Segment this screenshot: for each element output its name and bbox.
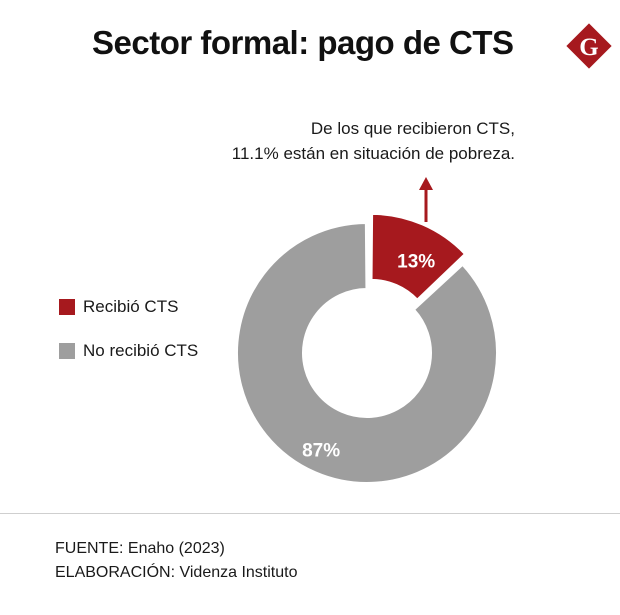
legend-swatch-recibio (59, 299, 75, 315)
credit-text: ELABORACIÓN: Videnza Instituto (55, 564, 298, 581)
legend-label-no-recibio: No recibió CTS (83, 341, 199, 360)
logo-letter: G (579, 34, 598, 61)
page-title: Sector formal: pago de CTS (92, 24, 514, 61)
logo-icon: G (566, 23, 612, 69)
legend-label-recibio: Recibió CTS (83, 297, 179, 316)
legend-swatch-no-recibio (59, 343, 75, 359)
donut-slice-recibio (370, 212, 467, 302)
legend-item-recibio: Recibió CTS (59, 296, 198, 318)
footer-divider (0, 513, 620, 514)
footer: FUENTE: Enaho (2023) ELABORACIÓN: Videnz… (55, 537, 297, 585)
donut-slice-no-recibio (236, 221, 498, 484)
chart-annotation: De los que recibieron CTS, 11.1% están e… (232, 116, 515, 166)
chart-legend: Recibió CTS No recibió CTS (59, 296, 198, 384)
data-label-no-recibio: 87% (302, 441, 340, 462)
annotation-line-1: De los que recibieron CTS, (310, 119, 515, 138)
annotation-arrow-head (419, 177, 433, 190)
source-text: FUENTE: Enaho (2023) (55, 540, 225, 557)
legend-item-no-recibio: No recibió CTS (59, 340, 198, 362)
annotation-line-2: 11.1% están en situación de pobreza. (231, 144, 515, 163)
data-label-recibio: 13% (397, 251, 435, 272)
